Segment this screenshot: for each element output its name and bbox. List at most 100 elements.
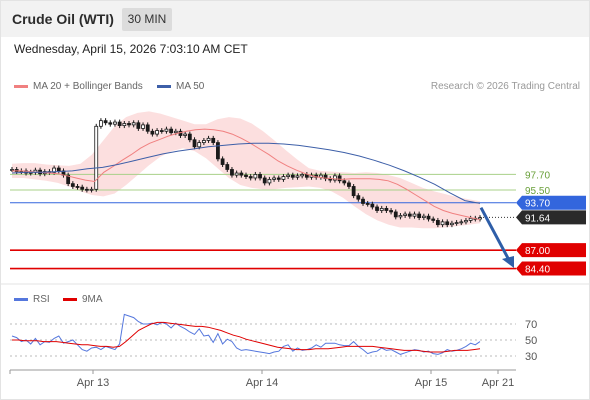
ma50-line bbox=[11, 142, 481, 204]
ma20-line bbox=[12, 128, 481, 221]
candle-body bbox=[365, 203, 370, 205]
candle-body bbox=[127, 123, 131, 126]
legend-rsi-ma-label: 9MA bbox=[82, 294, 103, 305]
ma50-swatch bbox=[157, 84, 171, 88]
candle-body bbox=[52, 167, 57, 173]
x-tick-label: Apr 14 bbox=[246, 377, 278, 389]
price-label-box bbox=[516, 261, 586, 276]
legend-rsi-label: RSI bbox=[33, 294, 50, 305]
price-label-box bbox=[516, 243, 586, 258]
candle-body bbox=[122, 123, 127, 126]
candle-body bbox=[108, 122, 113, 125]
legend-ma20: MA 20 + Bollinger Bands bbox=[14, 81, 143, 92]
price-label-93.70: 93.70 bbox=[516, 195, 586, 210]
candle-body bbox=[131, 122, 136, 126]
candle-body bbox=[216, 142, 220, 160]
x-tick-label: Apr 13 bbox=[77, 377, 109, 389]
candle-body bbox=[173, 130, 178, 134]
candle-body bbox=[272, 177, 276, 180]
candle-body bbox=[225, 164, 230, 170]
candle-body bbox=[290, 174, 295, 178]
price-label-text: 87.00 bbox=[525, 246, 550, 257]
candle-body bbox=[450, 222, 454, 226]
legend-ma50: MA 50 bbox=[157, 81, 204, 92]
price-label-97.70: 97.70 bbox=[525, 170, 550, 181]
candle-body bbox=[389, 210, 393, 213]
candle-body bbox=[435, 220, 440, 226]
price-label-text: 95.50 bbox=[525, 186, 550, 197]
candle-body bbox=[356, 195, 361, 200]
candle-body bbox=[286, 174, 291, 177]
rsi-tick-label: 70 bbox=[525, 319, 537, 331]
candle-body bbox=[248, 176, 253, 179]
candle-body bbox=[211, 137, 216, 143]
candle-body bbox=[136, 122, 141, 129]
candle-body bbox=[267, 178, 272, 184]
price-label-text: 84.40 bbox=[525, 265, 550, 276]
candle-body bbox=[187, 133, 192, 141]
candle-body bbox=[239, 172, 244, 176]
rsi-swatch bbox=[14, 297, 28, 301]
x-tick-label: Apr 21 bbox=[482, 377, 514, 389]
candle-body bbox=[206, 137, 211, 141]
candle-body bbox=[337, 175, 342, 182]
timestamp: Wednesday, April 15, 2026 7:03:10 AM CET bbox=[14, 42, 248, 56]
candle-body bbox=[276, 177, 281, 180]
x-tick-label: Apr 15 bbox=[415, 377, 447, 389]
candle-body bbox=[234, 172, 239, 176]
price-label-91.64: 91.64 bbox=[516, 210, 586, 225]
candle-body bbox=[230, 169, 234, 176]
candle-body bbox=[201, 140, 206, 143]
candle-body bbox=[220, 158, 225, 165]
forecast-arrow bbox=[479, 206, 511, 261]
candle-body bbox=[412, 213, 417, 217]
candle-body bbox=[361, 198, 365, 204]
candle-body bbox=[75, 186, 80, 188]
rsi-ma-swatch bbox=[63, 297, 77, 301]
candles bbox=[10, 118, 482, 228]
candle-body bbox=[99, 120, 103, 127]
price-label-text: 93.70 bbox=[525, 199, 550, 210]
candle-body bbox=[440, 221, 445, 226]
candle-body bbox=[342, 180, 347, 184]
candle-body bbox=[295, 175, 300, 178]
candle-body bbox=[393, 211, 398, 218]
candle-body bbox=[384, 207, 389, 211]
price-label-box bbox=[516, 210, 586, 225]
candle-body bbox=[183, 133, 188, 136]
candle-body bbox=[431, 218, 436, 221]
candle-body bbox=[150, 130, 155, 135]
legend-rsi-ma: 9MA bbox=[63, 294, 103, 305]
candle-body bbox=[468, 217, 473, 221]
timeframe-button[interactable]: 30 MIN bbox=[122, 8, 172, 31]
credit-text: Research © 2026 Trading Central bbox=[430, 81, 580, 92]
candle-body bbox=[370, 203, 375, 208]
candle-body bbox=[56, 167, 61, 172]
price-label-87.00: 87.00 bbox=[516, 243, 586, 258]
candle-body bbox=[164, 128, 169, 132]
candle-body bbox=[197, 142, 202, 148]
candle-body bbox=[80, 186, 85, 190]
candle-body bbox=[94, 125, 99, 190]
candle-body bbox=[421, 215, 426, 219]
candle-body bbox=[454, 222, 459, 224]
candle-body bbox=[417, 213, 422, 219]
candle-body bbox=[66, 174, 71, 185]
legend-ma20-label: MA 20 + Bollinger Bands bbox=[33, 81, 143, 92]
candle-body bbox=[407, 213, 412, 217]
candle-body bbox=[426, 215, 431, 220]
header-bar: Crude Oil (WTI) 30 MIN bbox=[1, 1, 589, 37]
candle-body bbox=[281, 176, 286, 180]
candle-body bbox=[333, 175, 337, 181]
instrument-title: Crude Oil (WTI) bbox=[12, 11, 114, 27]
candle-body bbox=[379, 207, 384, 211]
candle-body bbox=[445, 221, 450, 226]
rsi-tick-label: 50 bbox=[525, 335, 537, 347]
candle-body bbox=[145, 124, 150, 132]
price-label-text: 97.70 bbox=[525, 170, 550, 181]
candle-body bbox=[244, 174, 248, 177]
price-label-box bbox=[516, 195, 586, 210]
candle-body bbox=[70, 183, 75, 187]
price-label-text: 91.64 bbox=[525, 213, 550, 224]
